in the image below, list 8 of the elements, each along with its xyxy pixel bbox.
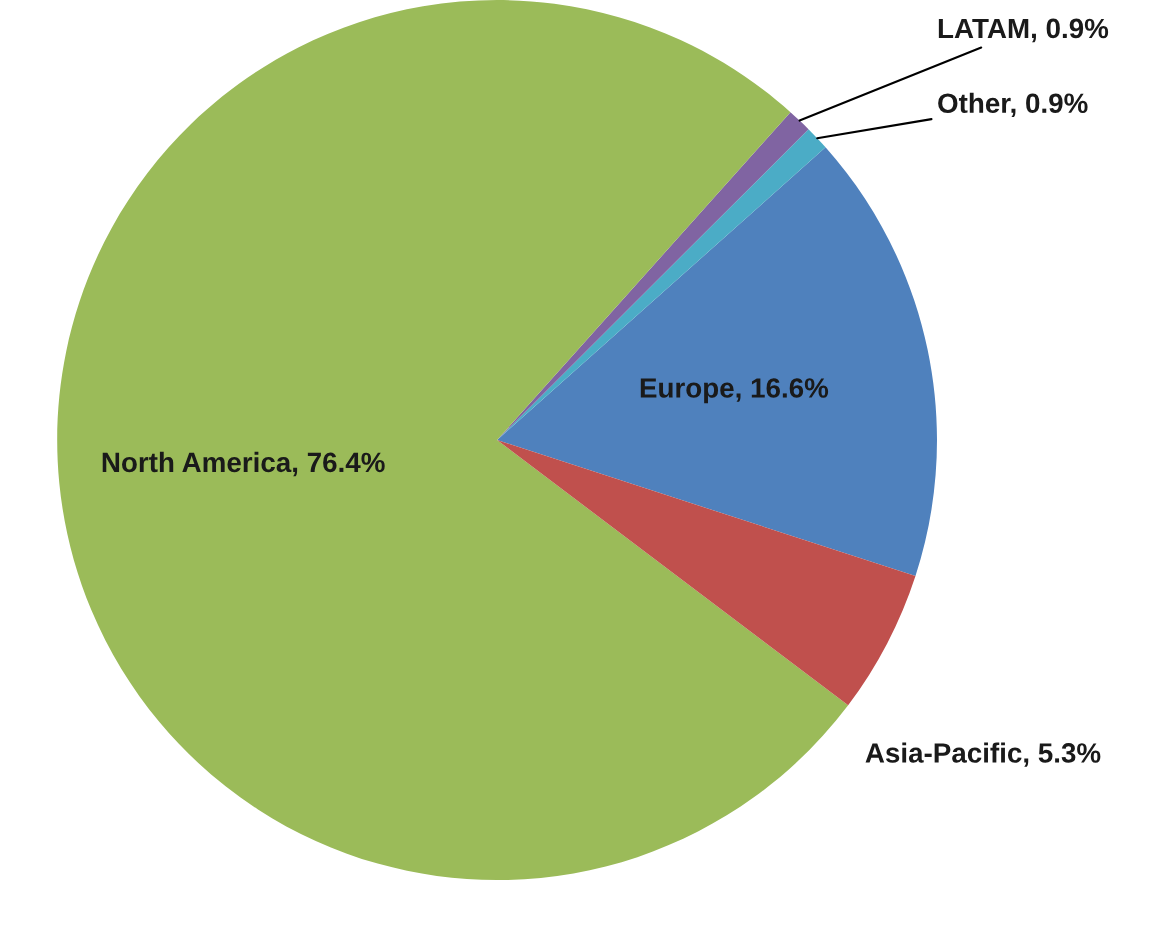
slice-label: Other, 0.9% [938,92,1088,118]
slice-label: LATAM, 0.9% [938,18,1109,43]
slice-label: Europe, 16.6% [640,378,829,404]
pie-slice [57,0,849,881]
pie-slice [497,440,916,706]
slice-label: North America, 76.4% [102,451,385,477]
pie-slice [497,147,937,577]
slice-label: Asia-Pacific, 5.3% [865,742,1101,767]
